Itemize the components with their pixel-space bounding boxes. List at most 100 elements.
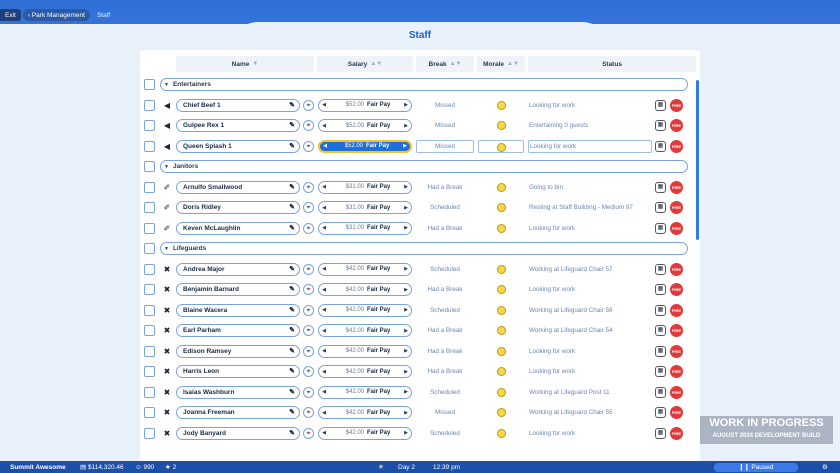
- staff-name-field[interactable]: Benjamin Barnard ✎: [176, 283, 300, 296]
- arrow-left-icon[interactable]: ◀: [322, 368, 326, 375]
- arrow-right-icon[interactable]: ▶: [404, 204, 408, 211]
- arrow-right-icon[interactable]: ▶: [404, 430, 408, 436]
- schedule-icon[interactable]: ▦: [655, 140, 666, 152]
- locate-pin-icon[interactable]: ⌖: [303, 325, 314, 336]
- staff-name-field[interactable]: Blaine Wacera ✎: [176, 303, 300, 317]
- arrow-right-icon[interactable]: ▶: [404, 266, 408, 272]
- staff-name-field[interactable]: Queen Splash 1 ✎: [176, 139, 300, 153]
- row-checkbox[interactable]: [144, 181, 155, 193]
- column-salary[interactable]: Salary ▲▼: [317, 56, 413, 72]
- schedule-icon[interactable]: ▦: [655, 345, 666, 357]
- row-checkbox[interactable]: [144, 304, 155, 316]
- staff-name-field[interactable]: Gulpee Rex 1 ✎: [176, 119, 300, 132]
- pencil-icon[interactable]: ✎: [289, 327, 295, 334]
- schedule-icon[interactable]: ▦: [655, 222, 666, 234]
- pencil-icon[interactable]: ✎: [289, 347, 295, 355]
- fire-button[interactable]: FIRE: [670, 283, 683, 296]
- arrow-left-icon[interactable]: ◀: [322, 225, 326, 231]
- group-checkbox[interactable]: [144, 243, 155, 254]
- arrow-left-icon[interactable]: ◀: [322, 286, 326, 293]
- schedule-icon[interactable]: ▦: [655, 325, 666, 336]
- fire-button[interactable]: FIRE: [670, 303, 683, 317]
- table-row[interactable]: ◀ Gulpee Rex 1 ✎ ⌖ ◀ $52.00 Fair Pay ▶ M…: [140, 119, 700, 136]
- schedule-icon[interactable]: ▦: [655, 202, 666, 213]
- arrow-left-icon[interactable]: ◀: [322, 204, 326, 211]
- locate-pin-icon[interactable]: ⌖: [303, 202, 314, 213]
- fire-button[interactable]: FIRE: [670, 324, 683, 337]
- arrow-left-icon[interactable]: ◀: [322, 266, 326, 272]
- fire-button[interactable]: FIRE: [670, 262, 683, 276]
- column-morale[interactable]: Morale ▲▼: [477, 56, 525, 72]
- pencil-icon[interactable]: ✎: [289, 142, 295, 150]
- pencil-icon[interactable]: ✎: [289, 306, 295, 314]
- locate-pin-icon[interactable]: ⌖: [303, 263, 314, 275]
- schedule-icon[interactable]: ▦: [655, 181, 666, 193]
- row-checkbox[interactable]: [144, 140, 155, 152]
- staff-name-field[interactable]: Jody Banyard ✎: [176, 426, 300, 440]
- salary-stepper[interactable]: ◀ $42.00 Fair Pay ▶: [318, 262, 412, 276]
- money-display[interactable]: ▤ $114,320.46: [80, 463, 124, 472]
- locate-pin-icon[interactable]: ⌖: [303, 181, 314, 193]
- group-header[interactable]: ▼ Lifeguards: [160, 242, 688, 255]
- pencil-icon[interactable]: ✎: [289, 204, 295, 211]
- arrow-right-icon[interactable]: ▶: [403, 143, 407, 149]
- table-row[interactable]: ✖ Earl Parham ✎ ⌖ ◀ $42.00 Fair Pay ▶ Ha…: [140, 324, 700, 341]
- pencil-icon[interactable]: ✎: [289, 388, 295, 396]
- table-row[interactable]: ✖ Jody Banyard ✎ ⌖ ◀ $42.00 Fair Pay ▶ S…: [140, 426, 700, 444]
- locate-pin-icon[interactable]: ⌖: [303, 222, 314, 234]
- arrow-left-icon[interactable]: ◀: [322, 348, 326, 354]
- salary-stepper[interactable]: ◀ $42.00 Fair Pay ▶: [318, 385, 412, 399]
- locate-pin-icon[interactable]: ⌖: [303, 345, 314, 357]
- salary-stepper[interactable]: ◀ $42.00 Fair Pay ▶: [318, 283, 412, 296]
- row-checkbox[interactable]: [144, 202, 155, 213]
- staff-name-field[interactable]: Harris Leon ✎: [176, 365, 300, 378]
- arrow-left-icon[interactable]: ◀: [322, 184, 326, 190]
- salary-stepper[interactable]: ◀ $52.00 Fair Pay ▶: [318, 98, 412, 112]
- table-row[interactable]: ✐ Keven McLaughlin ✎ ⌖ ◀ $31.00 Fair Pay…: [140, 221, 700, 239]
- guests-display[interactable]: ☺ 990: [135, 464, 154, 471]
- arrow-right-icon[interactable]: ▶: [404, 184, 408, 190]
- group-header[interactable]: ▼ Entertainers: [160, 78, 688, 91]
- locate-pin-icon[interactable]: ⌖: [303, 386, 314, 398]
- salary-stepper[interactable]: ◀ $42.00 Fair Pay ▶: [318, 365, 412, 378]
- group-header[interactable]: ▼ Janitors: [160, 160, 688, 173]
- exit-button[interactable]: Exit: [0, 9, 21, 21]
- table-row[interactable]: ✖ Blaine Wacera ✎ ⌖ ◀ $42.00 Fair Pay ▶ …: [140, 303, 700, 321]
- salary-stepper[interactable]: ◀ $42.00 Fair Pay ▶: [318, 324, 412, 337]
- table-row[interactable]: ✐ Arnulfo Smallwood ✎ ⌖ ◀ $31.00 Fair Pa…: [140, 180, 700, 198]
- pencil-icon[interactable]: ✎: [289, 286, 295, 293]
- arrow-left-icon[interactable]: ◀: [322, 122, 326, 129]
- salary-stepper[interactable]: ◀ $52.00 Fair Pay ▶: [318, 119, 412, 132]
- schedule-icon[interactable]: ▦: [655, 263, 666, 275]
- pencil-icon[interactable]: ✎: [289, 429, 295, 437]
- staff-name-field[interactable]: Doris Ridley ✎: [176, 201, 300, 214]
- schedule-icon[interactable]: ▦: [655, 284, 666, 295]
- salary-stepper[interactable]: ◀ $42.00 Fair Pay ▶: [318, 344, 412, 358]
- row-checkbox[interactable]: [144, 366, 155, 377]
- arrow-right-icon[interactable]: ▶: [404, 225, 408, 231]
- table-row[interactable]: ✖ Andrea Major ✎ ⌖ ◀ $42.00 Fair Pay ▶ S…: [140, 262, 700, 280]
- group-checkbox[interactable]: [144, 161, 155, 172]
- table-row[interactable]: ✖ Isaias Washburn ✎ ⌖ ◀ $42.00 Fair Pay …: [140, 385, 700, 403]
- arrow-left-icon[interactable]: ◀: [322, 327, 326, 334]
- fire-button[interactable]: FIRE: [670, 385, 683, 399]
- row-checkbox[interactable]: [144, 345, 155, 357]
- pencil-icon[interactable]: ✎: [289, 224, 295, 232]
- table-row[interactable]: ✐ Doris Ridley ✎ ⌖ ◀ $31.00 Fair Pay ▶ S…: [140, 201, 700, 218]
- arrow-left-icon[interactable]: ◀: [322, 307, 326, 313]
- table-row[interactable]: ◀ Queen Splash 1 ✎ ⌖ ◀ $52.00 Fair Pay ▶…: [140, 139, 700, 157]
- fire-button[interactable]: FIRE: [670, 119, 683, 132]
- fire-button[interactable]: FIRE: [670, 221, 683, 235]
- locate-pin-icon[interactable]: ⌖: [303, 140, 314, 152]
- park-management-link[interactable]: ‹ Park Management: [22, 9, 90, 21]
- row-checkbox[interactable]: [144, 222, 155, 234]
- fire-button[interactable]: FIRE: [670, 344, 683, 358]
- staff-name-field[interactable]: Joanna Freeman ✎: [176, 406, 300, 419]
- fire-button[interactable]: FIRE: [670, 406, 683, 419]
- fire-button[interactable]: FIRE: [670, 365, 683, 378]
- schedule-icon[interactable]: ▦: [655, 386, 666, 398]
- row-checkbox[interactable]: [144, 120, 155, 131]
- row-checkbox[interactable]: [144, 263, 155, 275]
- row-checkbox[interactable]: [144, 407, 155, 418]
- schedule-icon[interactable]: ▦: [655, 304, 666, 316]
